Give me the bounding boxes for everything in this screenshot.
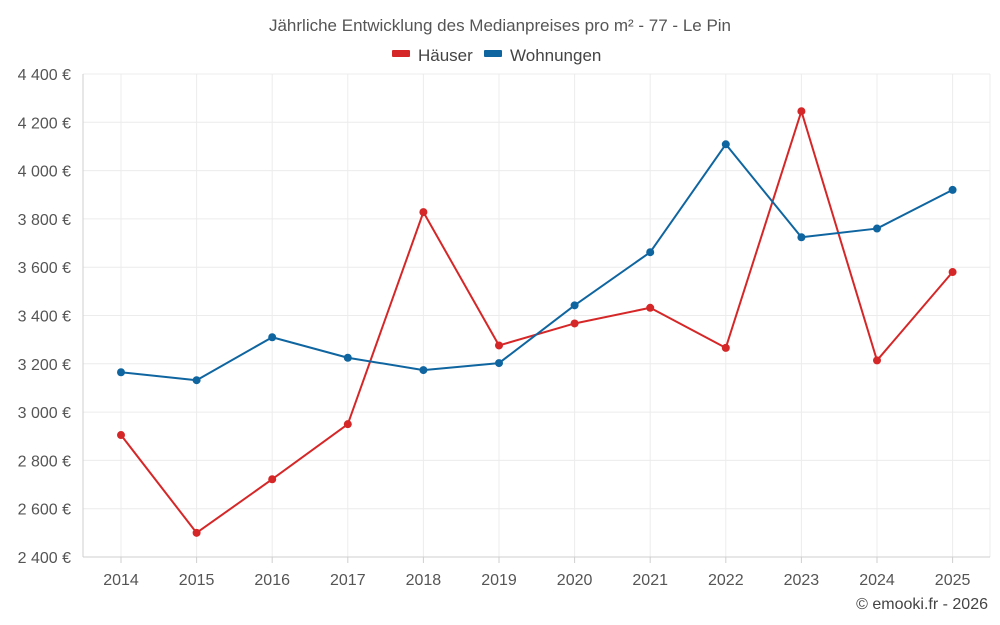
data-point[interactable] bbox=[343, 420, 352, 429]
data-point[interactable] bbox=[268, 333, 277, 342]
y-tick-label: 2 800 € bbox=[18, 453, 71, 470]
y-tick-label: 3 800 € bbox=[18, 212, 71, 229]
x-tick-label: 2022 bbox=[708, 572, 744, 589]
series-2 bbox=[117, 140, 957, 385]
legend-label: Wohnungen bbox=[510, 46, 601, 65]
data-point[interactable] bbox=[721, 343, 730, 352]
legend-label: Häuser bbox=[418, 46, 473, 65]
chart-title: Jährliche Entwicklung des Medianpreises … bbox=[269, 16, 731, 35]
series-line bbox=[120, 143, 954, 382]
data-point[interactable] bbox=[268, 475, 277, 484]
x-tick-label: 2019 bbox=[481, 572, 517, 589]
data-point[interactable] bbox=[419, 208, 428, 217]
x-tick-label: 2016 bbox=[254, 572, 290, 589]
series-1 bbox=[117, 107, 957, 537]
legend-item-1[interactable]: Häuser bbox=[392, 46, 473, 65]
data-point[interactable] bbox=[117, 431, 125, 440]
x-tick-label: 2021 bbox=[632, 572, 668, 589]
legend-swatch bbox=[484, 50, 502, 57]
data-point[interactable] bbox=[495, 341, 503, 350]
series-line bbox=[120, 110, 954, 534]
x-tick-label: 2024 bbox=[859, 572, 895, 589]
data-point[interactable] bbox=[873, 356, 881, 365]
series-layer bbox=[117, 107, 957, 537]
y-tick-label: 2 600 € bbox=[18, 502, 71, 519]
y-tick-label: 3 200 € bbox=[18, 357, 71, 374]
data-point[interactable] bbox=[570, 319, 579, 328]
data-point[interactable] bbox=[797, 233, 806, 242]
y-tick-label: 4 400 € bbox=[18, 67, 71, 84]
x-tick-label: 2025 bbox=[935, 572, 971, 589]
data-point[interactable] bbox=[192, 528, 201, 537]
x-tick-label: 2014 bbox=[103, 572, 139, 589]
data-point[interactable] bbox=[495, 359, 503, 368]
y-tick-label: 3 000 € bbox=[18, 405, 71, 422]
data-point[interactable] bbox=[646, 303, 655, 312]
data-point[interactable] bbox=[343, 353, 352, 362]
axes: 2 400 € 2 600 € 2 800 € 3 000 € 3 200 € 3 400… bbox=[18, 67, 990, 589]
x-tick-label: 2015 bbox=[179, 572, 215, 589]
y-tick-label: 2 400 € bbox=[18, 550, 71, 567]
x-tick-label: 2018 bbox=[406, 572, 442, 589]
y-tick-label: 4 200 € bbox=[18, 115, 71, 132]
data-point[interactable] bbox=[419, 366, 428, 375]
grid bbox=[83, 73, 991, 557]
data-point[interactable] bbox=[873, 224, 881, 233]
x-tick-label: 2020 bbox=[557, 572, 593, 589]
x-tick-label: 2023 bbox=[784, 572, 820, 589]
data-point[interactable] bbox=[721, 140, 730, 149]
data-point[interactable] bbox=[192, 376, 201, 385]
data-point[interactable] bbox=[948, 268, 957, 277]
legend-swatch bbox=[392, 50, 410, 57]
credit-text: © emooki.fr - 2026 bbox=[856, 596, 988, 613]
y-tick-label: 3 600 € bbox=[18, 260, 71, 277]
y-tick-label: 3 400 € bbox=[18, 309, 71, 326]
y-tick-label: 4 000 € bbox=[18, 164, 71, 181]
legend-item-2[interactable]: Wohnungen bbox=[484, 46, 601, 65]
x-tick-label: 2017 bbox=[330, 572, 366, 589]
data-point[interactable] bbox=[646, 248, 655, 257]
data-point[interactable] bbox=[570, 301, 579, 310]
data-point[interactable] bbox=[797, 107, 806, 116]
data-point[interactable] bbox=[948, 185, 957, 194]
legend[interactable]: Häuser Wohnungen bbox=[392, 46, 601, 65]
data-point[interactable] bbox=[117, 368, 125, 377]
